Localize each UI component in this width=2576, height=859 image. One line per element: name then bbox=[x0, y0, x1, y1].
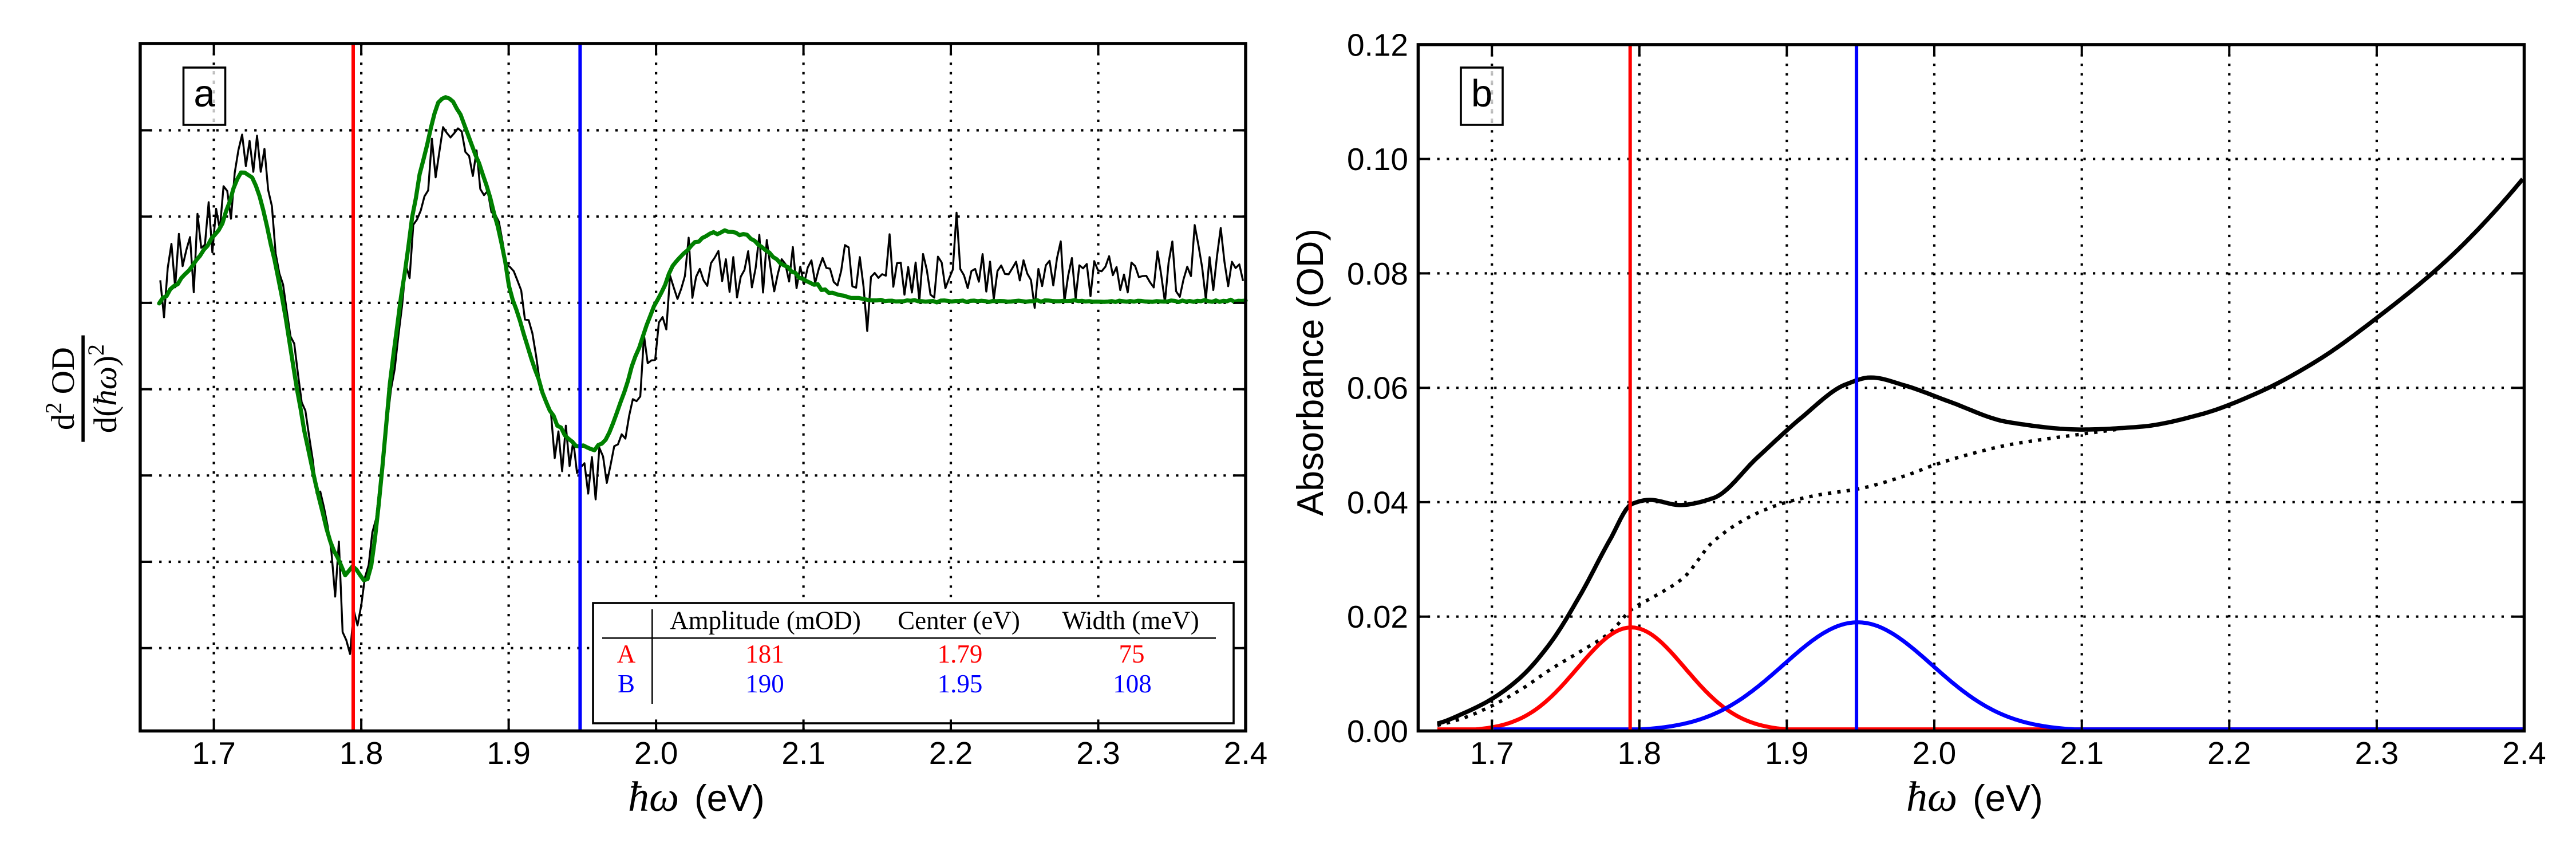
svg-text:190: 190 bbox=[745, 669, 784, 698]
svg-text:0.10: 0.10 bbox=[1347, 141, 1408, 177]
svg-text:d2 OD: d2 OD bbox=[41, 347, 81, 430]
svg-text:0.00: 0.00 bbox=[1347, 714, 1408, 749]
svg-text:1.79: 1.79 bbox=[938, 640, 983, 668]
svg-text:0.02: 0.02 bbox=[1347, 599, 1408, 635]
svg-text:2.0: 2.0 bbox=[1913, 735, 1956, 771]
svg-text:A: A bbox=[617, 640, 636, 668]
svg-text:2.3: 2.3 bbox=[1076, 735, 1120, 771]
svg-text:1.9: 1.9 bbox=[1765, 735, 1808, 771]
svg-text:108: 108 bbox=[1113, 669, 1152, 698]
svg-text:Width (meV): Width (meV) bbox=[1062, 606, 1199, 635]
svg-text:2.1: 2.1 bbox=[2060, 735, 2103, 771]
svg-text:1.7: 1.7 bbox=[192, 735, 235, 771]
svg-text:a: a bbox=[193, 72, 215, 115]
svg-text:181: 181 bbox=[745, 640, 784, 668]
svg-text:ħω: ħω bbox=[628, 774, 679, 821]
svg-text:2.2: 2.2 bbox=[929, 735, 973, 771]
svg-text:Absorbance (OD): Absorbance (OD) bbox=[1290, 228, 1331, 516]
svg-text:2.2: 2.2 bbox=[2207, 735, 2251, 771]
svg-text:0.04: 0.04 bbox=[1347, 484, 1408, 520]
svg-text:1.8: 1.8 bbox=[1618, 735, 1661, 771]
svg-text:2.4: 2.4 bbox=[2502, 735, 2546, 771]
svg-text:1.95: 1.95 bbox=[938, 669, 983, 698]
svg-text:b: b bbox=[1471, 72, 1492, 115]
svg-text:1.9: 1.9 bbox=[487, 735, 530, 771]
svg-text:Center (eV): Center (eV) bbox=[898, 606, 1020, 635]
svg-text:0.08: 0.08 bbox=[1347, 256, 1408, 291]
svg-text:2.3: 2.3 bbox=[2355, 735, 2399, 771]
svg-text:2.4: 2.4 bbox=[1224, 735, 1267, 771]
svg-text:1.8: 1.8 bbox=[339, 735, 383, 771]
svg-text:2.1: 2.1 bbox=[781, 735, 825, 771]
svg-text:0.06: 0.06 bbox=[1347, 371, 1408, 406]
svg-text:Amplitude (mOD): Amplitude (mOD) bbox=[670, 606, 861, 635]
svg-text:2.0: 2.0 bbox=[634, 735, 678, 771]
svg-text:ħω: ħω bbox=[1906, 774, 1957, 821]
svg-text:(eV): (eV) bbox=[694, 777, 765, 819]
svg-text:(eV): (eV) bbox=[1973, 777, 2043, 819]
svg-text:1.7: 1.7 bbox=[1470, 735, 1514, 771]
svg-text:B: B bbox=[618, 669, 635, 698]
svg-text:d(ħω)2: d(ħω)2 bbox=[83, 344, 124, 433]
svg-text:0.12: 0.12 bbox=[1347, 27, 1408, 62]
svg-text:75: 75 bbox=[1119, 640, 1145, 668]
